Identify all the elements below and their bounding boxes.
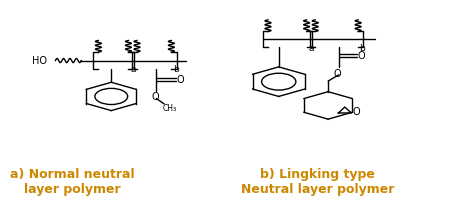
Text: O: O <box>353 107 360 117</box>
Text: O: O <box>333 69 341 79</box>
Text: b: b <box>360 44 365 53</box>
Text: HO: HO <box>32 55 47 65</box>
Text: CH₃: CH₃ <box>163 104 177 113</box>
Text: b: b <box>173 65 178 74</box>
Text: O: O <box>177 74 184 85</box>
Text: a) Normal neutral
layer polymer: a) Normal neutral layer polymer <box>10 168 135 196</box>
Text: b) Lingking type
Neutral layer polymer: b) Lingking type Neutral layer polymer <box>241 168 394 196</box>
Text: a: a <box>308 44 314 53</box>
Text: a: a <box>131 65 136 74</box>
Text: O: O <box>151 92 159 102</box>
Text: O: O <box>358 51 365 61</box>
